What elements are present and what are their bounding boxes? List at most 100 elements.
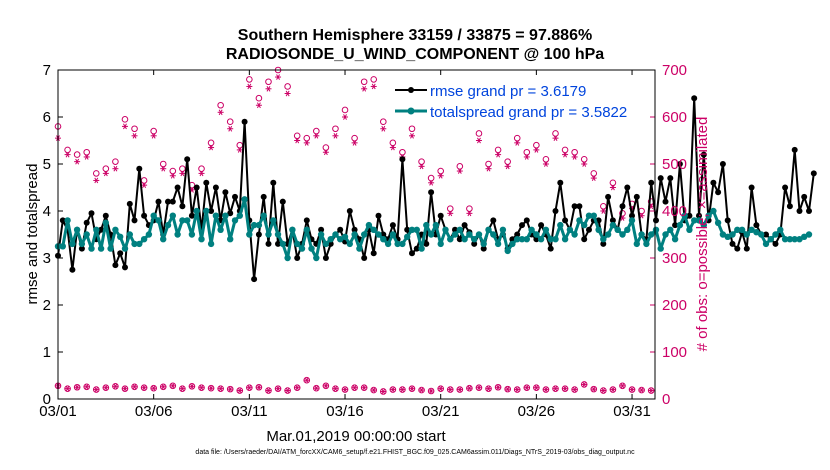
obs-possible-marker (284, 83, 291, 90)
totalspread-point (619, 231, 626, 238)
totalspread-point (365, 221, 373, 229)
totalspread-point (710, 207, 717, 215)
obs-star-stroke (266, 387, 271, 394)
rmse-point (351, 226, 358, 233)
obs-possible-marker (475, 130, 483, 137)
obs-possible-marker (207, 139, 215, 147)
rmse-point (796, 208, 803, 214)
obs-assimilated-marker (131, 383, 138, 390)
totalspread-point (327, 236, 334, 243)
totalspread-point (561, 236, 569, 243)
totalspread-point (628, 217, 636, 224)
rmse-point (69, 266, 76, 273)
obs-assimilated-marker (112, 383, 119, 390)
obs-star-stroke (515, 386, 520, 393)
obs-star-stroke (333, 132, 338, 139)
obs-possible-marker (552, 130, 559, 137)
rmse-point (126, 200, 133, 207)
obs-assimilated-marker (102, 384, 109, 391)
obs-star-stroke (295, 137, 300, 144)
rmse-point (255, 231, 262, 238)
rmse-point (667, 175, 674, 182)
rmse-point (208, 208, 215, 214)
series-lines (54, 95, 817, 283)
obs-star-stroke (276, 385, 280, 392)
obs-star-stroke (534, 147, 539, 153)
obs-star-stroke (170, 172, 175, 179)
obs-star-stroke (75, 158, 80, 165)
obs-assimilated-marker (160, 165, 167, 172)
legend-spread-marker (407, 107, 415, 115)
obs-assimilated-marker (552, 385, 559, 392)
totalspread-point (231, 217, 239, 224)
obs-assimilated-marker (380, 125, 387, 132)
obs-star-stroke (362, 85, 367, 92)
obs-assimilated-marker (504, 386, 511, 392)
totalspread-point (485, 226, 492, 233)
rmse-point (346, 208, 353, 214)
obs-star-stroke (237, 147, 242, 153)
y-tick-label: 4 (43, 203, 51, 220)
totalspread-point (164, 221, 172, 229)
obs-possible-marker (169, 167, 177, 175)
obs-assimilated-marker (437, 385, 444, 392)
totalspread-point (466, 231, 473, 238)
totalspread-point (179, 217, 186, 224)
totalspread-point (695, 217, 703, 224)
obs-possible-marker (131, 125, 138, 133)
totalspread-point (93, 226, 100, 233)
obs-possible-marker (590, 170, 598, 177)
obs-star-stroke (190, 187, 194, 193)
totalspread-point (332, 231, 339, 238)
obs-assimilated-marker (533, 384, 540, 391)
obs-possible-marker (571, 148, 578, 156)
y-right-tick-label: 500 (662, 156, 687, 173)
obs-star-stroke (429, 179, 434, 186)
obs-possible-marker (379, 118, 387, 125)
obs-star-stroke (113, 165, 118, 172)
rmse-point (399, 156, 406, 163)
totalspread-point (614, 226, 621, 233)
obs-star-stroke (323, 149, 328, 156)
obs-star-stroke (515, 140, 520, 146)
y-right-tick-label: 100 (662, 344, 687, 361)
totalspread-point (274, 231, 282, 238)
totalspread-point (174, 231, 181, 238)
chart-title-line1: Southern Hemisphere 33159 / 33875 = 97.8… (237, 27, 593, 44)
rmse-point (619, 203, 626, 210)
obs-star-stroke (630, 386, 634, 393)
obs-possible-marker (466, 205, 473, 212)
totalspread-point (480, 240, 487, 248)
rmse-point (361, 255, 368, 261)
obs-assimilated-marker (265, 387, 272, 394)
rmse-point (423, 240, 430, 247)
rmse-point (519, 222, 525, 229)
obs-possible-marker (150, 127, 157, 135)
totalspread-point (399, 240, 406, 248)
totalspread-point (657, 245, 664, 252)
obs-assimilated-marker (389, 386, 396, 393)
obs-assimilated-marker (370, 83, 377, 90)
obs-assimilated-marker (495, 151, 502, 158)
obs-star-stroke (582, 381, 587, 388)
totalspread-point (729, 231, 736, 238)
totalspread-point (217, 226, 224, 233)
obs-assimilated-marker (217, 385, 224, 392)
totalspread-point (121, 245, 129, 252)
obs-star-stroke (457, 168, 462, 174)
totalspread-point (140, 236, 148, 243)
totalspread-point (136, 240, 143, 248)
totalspread-point (447, 236, 454, 243)
totalspread-point (624, 226, 631, 233)
obs-star-stroke (276, 74, 280, 80)
rmse-point (188, 212, 195, 219)
obs-star-stroke (553, 385, 558, 392)
obs-possible-marker (293, 132, 301, 140)
obs-star-stroke (448, 210, 453, 217)
totalspread-point (145, 231, 153, 238)
obs-star-stroke (151, 132, 156, 139)
legend-rmse-marker (408, 87, 414, 93)
totalspread-point (767, 236, 774, 243)
obs-possible-marker (83, 148, 91, 156)
obs-star-stroke (352, 384, 357, 391)
